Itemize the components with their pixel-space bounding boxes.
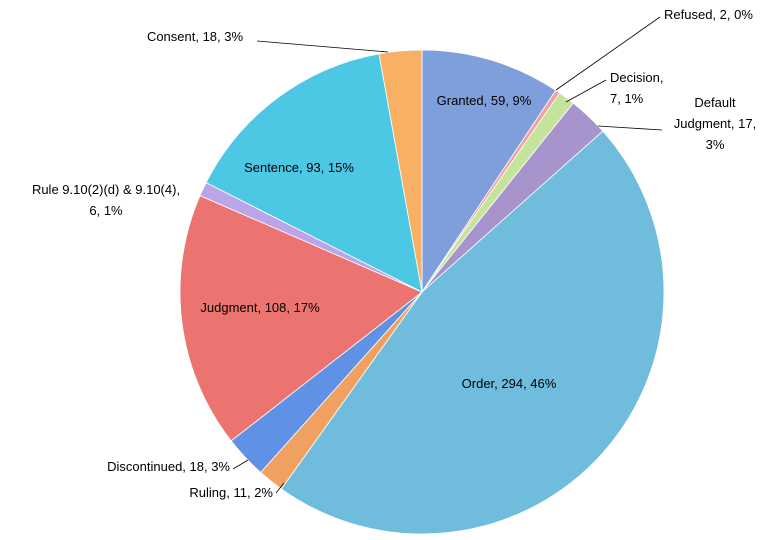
data-label: Ruling, 11, 2% [189, 485, 273, 500]
data-label: Default [694, 95, 736, 110]
data-label: Granted, 59, 9% [437, 93, 532, 108]
pie-slice [205, 53, 423, 293]
data-label: Rule 9.10(2)(d) & 9.10(4), [32, 182, 180, 197]
leader-line [555, 16, 661, 91]
data-label: Refused, 2, 0% [664, 7, 753, 22]
data-label: 7, 1% [610, 91, 644, 106]
pie-slice [179, 195, 423, 442]
data-label: Discontinued, 18, 3% [107, 459, 230, 474]
leader-line [275, 482, 285, 494]
data-label: Order, 294, 46% [462, 376, 557, 391]
data-label: Judgment, 108, 17% [200, 300, 320, 315]
data-label: Consent, 18, 3% [147, 29, 244, 44]
pie-slice [378, 49, 423, 293]
data-label: 6, 1% [89, 203, 123, 218]
data-label: Decision, [610, 70, 663, 85]
data-label: Sentence, 93, 15% [244, 160, 354, 175]
data-label: Judgment, 17, [674, 116, 756, 131]
pie-slice [280, 130, 665, 535]
data-label: 3% [706, 137, 725, 152]
leader-line [597, 125, 663, 131]
pie-slice [421, 49, 557, 294]
leader-line [256, 40, 389, 53]
leader-line [565, 79, 607, 103]
leader-line [232, 459, 249, 470]
